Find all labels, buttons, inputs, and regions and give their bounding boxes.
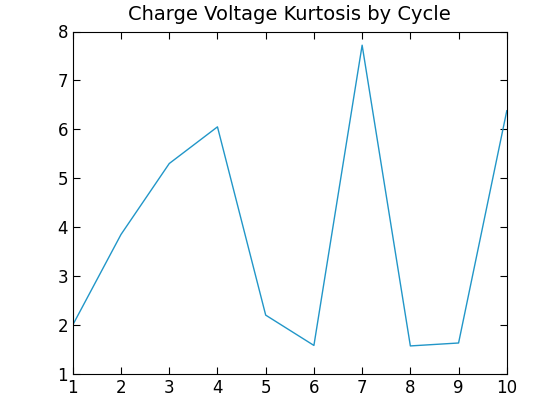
Title: Charge Voltage Kurtosis by Cycle: Charge Voltage Kurtosis by Cycle — [128, 5, 451, 24]
